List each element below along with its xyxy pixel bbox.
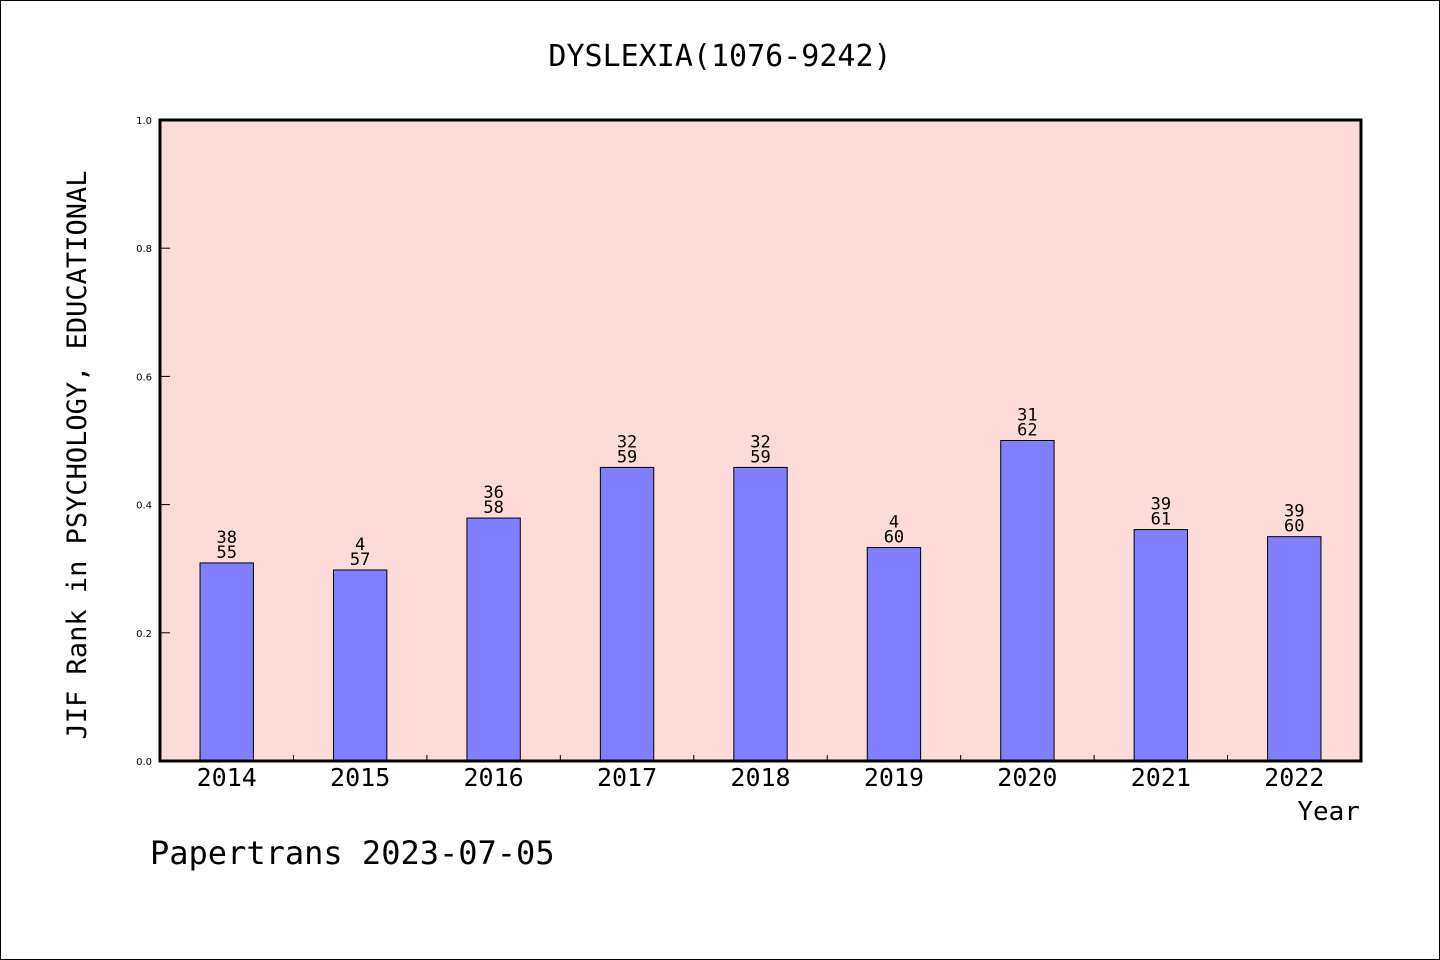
bar-total-label: 61	[1151, 510, 1171, 530]
bar-total-label: 60	[1284, 517, 1304, 537]
bar	[1000, 440, 1055, 762]
bar-total-label: 62	[1017, 421, 1037, 441]
bar-total-label: 60	[884, 528, 904, 548]
bar-total-label: 57	[350, 550, 370, 570]
bar-rank-label: 32	[750, 432, 770, 452]
x-tick-label: 2022	[1264, 763, 1324, 792]
bar	[332, 569, 388, 762]
bar-total-label: 59	[750, 447, 770, 467]
x-ticks-layer: 2014 2015 2016 2017 2018 2019 2020 2021 2022	[197, 755, 1324, 792]
y-tick-label: 1.0	[136, 116, 152, 127]
y-ticks-layer: 0.0 0.2 0.4 0.6 0.8 1.0	[136, 116, 170, 768]
bar	[733, 466, 788, 762]
x-tick-label: 2018	[730, 763, 790, 792]
bar-total-label: 59	[617, 447, 637, 467]
y-axis-label: JIF Rank in PSYCHOLOGY, EDUCATIONAL	[62, 171, 93, 740]
x-tick-label: 2019	[864, 763, 924, 792]
watermark-text: Papertrans 2023-07-05	[150, 834, 555, 872]
bar-rank-label: 36	[483, 483, 503, 503]
x-tick-label: 2017	[597, 763, 657, 792]
y-tick-label: 0.4	[136, 501, 152, 512]
y-tick-label: 0.8	[136, 244, 152, 255]
plot-border	[158, 118, 1363, 763]
bar-rank-label: 4	[889, 513, 899, 533]
y-tick-label: 0.0	[136, 757, 152, 768]
bar-rank-label: 32	[617, 432, 637, 452]
bar-total-label: 55	[216, 543, 236, 563]
bar-rank-label: 38	[216, 528, 236, 548]
bar-rank-label: 31	[1017, 406, 1037, 426]
bar-total-label: 58	[483, 498, 503, 518]
x-tick-label: 2015	[330, 763, 390, 792]
bar	[599, 466, 655, 762]
x-tick-label: 2020	[997, 763, 1057, 792]
bar	[466, 517, 521, 762]
y-tick-label: 0.2	[136, 629, 152, 640]
bar	[199, 562, 254, 762]
bar-rank-label: 39	[1151, 495, 1171, 515]
bar	[1133, 529, 1189, 762]
bar-rank-label: 39	[1284, 502, 1304, 522]
chart-title: DYSLEXIA(1076-9242)	[548, 39, 891, 74]
bar-rank-label: 4	[355, 535, 365, 555]
bar	[1267, 536, 1322, 762]
x-axis-label: Year	[1297, 797, 1360, 827]
x-tick-label: 2014	[197, 763, 257, 792]
y-tick-label: 0.6	[136, 372, 152, 383]
x-tick-label: 2016	[464, 763, 524, 792]
bar	[866, 547, 922, 762]
x-tick-label: 2021	[1131, 763, 1191, 792]
